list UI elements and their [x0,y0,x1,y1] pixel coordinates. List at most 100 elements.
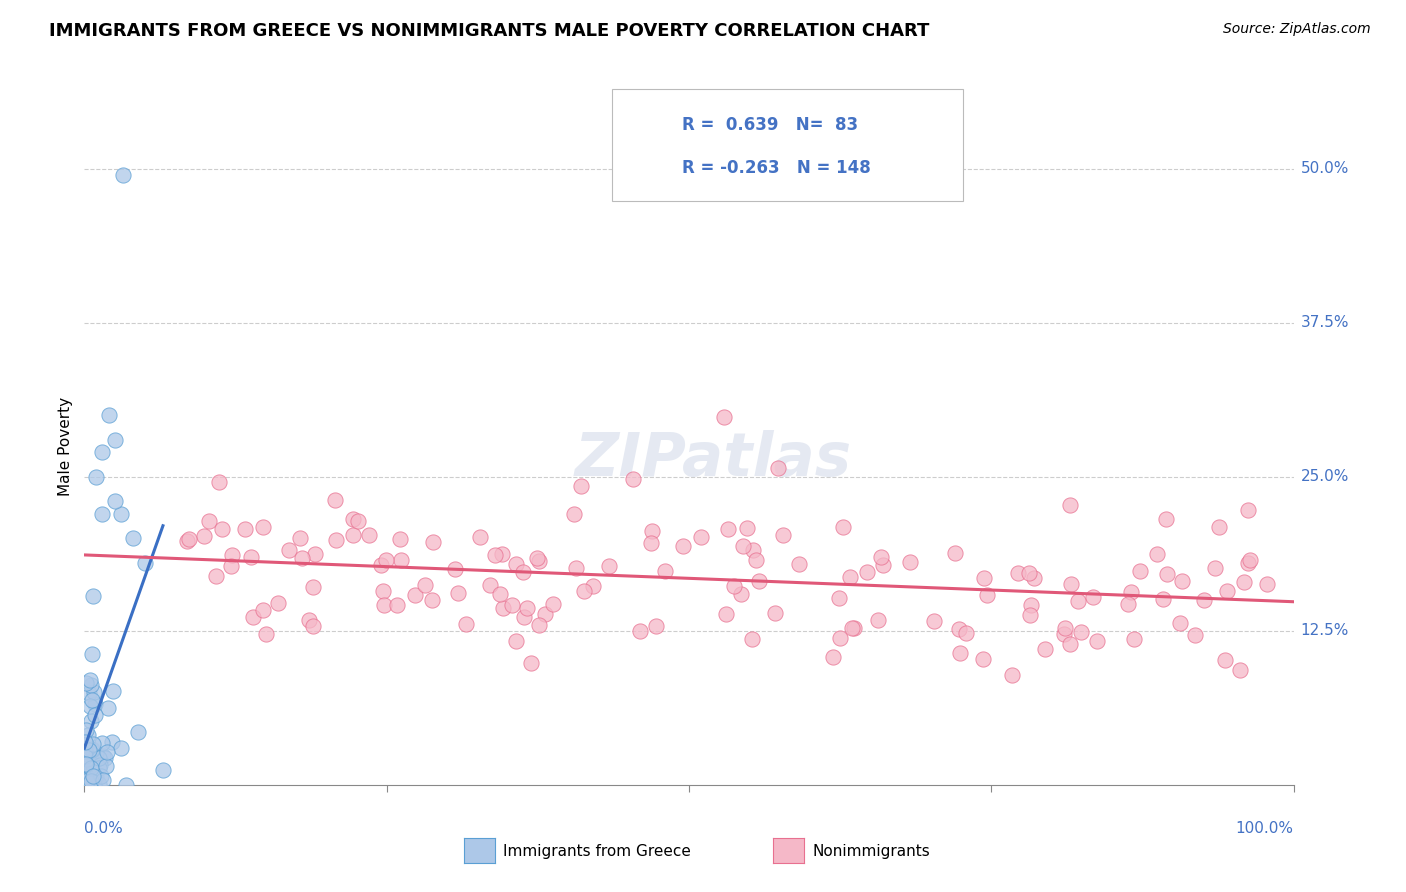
Point [204,569,226,583]
Point [787,557,810,571]
Point [371,583,394,598]
Point [104,494,127,508]
Point [1216,583,1239,598]
Point [89,757,111,772]
Point [75,772,97,787]
Point [112,168,135,182]
Point [468,530,491,544]
Point [80,742,103,756]
Point [152,763,174,777]
Point [242,610,264,624]
Point [1007,566,1029,580]
Point [80,678,103,692]
Point [733,540,755,554]
Point [288,531,311,545]
Text: IMMIGRANTS FROM GREECE VS NONIMMIGRANTS MALE POVERTY CORRELATION CHART: IMMIGRANTS FROM GREECE VS NONIMMIGRANTS … [49,22,929,40]
Point [628,624,651,639]
Point [304,547,326,561]
Point [1119,585,1142,599]
Point [82,738,104,752]
Point [640,524,662,538]
Point [252,520,274,534]
Point [76,772,98,787]
Point [1213,653,1236,667]
Point [76,752,98,766]
Point [302,580,325,594]
Point [454,616,477,631]
Point [1184,628,1206,642]
Point [1085,634,1108,648]
Point [501,598,523,612]
Point [598,559,620,574]
Point [1033,642,1056,657]
Point [370,558,392,572]
Point [973,571,995,585]
Point [221,548,243,562]
Point [404,588,426,602]
Point [91,445,114,459]
Point [198,514,221,528]
Point [741,632,763,646]
Point [1123,632,1146,646]
Point [444,561,467,575]
Point [75,676,97,690]
Point [898,555,921,569]
Point [77,743,100,757]
Point [373,598,395,612]
Point [841,621,863,635]
Point [689,530,711,544]
Point [1156,566,1178,581]
Point [447,586,470,600]
Point [745,552,768,566]
Point [1146,547,1168,561]
Point [526,550,548,565]
Point [422,534,444,549]
Point [1152,591,1174,606]
Point [1239,553,1261,567]
Point [714,607,737,621]
Text: Source: ZipAtlas.com: Source: ZipAtlas.com [1223,22,1371,37]
Point [91,748,114,763]
Point [77,756,100,770]
Point [534,607,557,621]
Point [104,433,127,447]
Point [1129,564,1152,578]
Point [976,588,998,602]
Point [672,539,695,553]
Point [1001,668,1024,682]
Point [385,598,408,612]
Point [479,578,502,592]
Point [742,543,765,558]
Point [91,772,114,787]
Point [1168,615,1191,630]
Point [325,533,347,548]
Point [110,507,132,521]
Point [723,579,745,593]
Point [730,587,752,601]
Point [1256,577,1278,591]
Point [1059,498,1081,512]
Point [491,547,513,561]
Point [91,507,114,521]
Point [83,684,105,698]
Point [75,744,97,758]
Point [1067,593,1090,607]
Point [1204,560,1226,574]
Point [97,701,120,715]
Point [1059,577,1081,591]
Text: 50.0%: 50.0% [1301,161,1348,176]
Point [110,740,132,755]
Point [516,601,538,615]
Point [94,751,117,765]
Point [79,761,101,775]
Text: Immigrants from Greece: Immigrants from Greece [503,845,692,859]
Point [1116,598,1139,612]
Point [252,603,274,617]
Point [82,757,104,772]
Point [582,579,605,593]
Text: 0.0%: 0.0% [84,821,124,836]
Point [1233,574,1256,589]
Text: 100.0%: 100.0% [1236,821,1294,836]
Point [84,697,107,711]
Point [512,566,534,580]
